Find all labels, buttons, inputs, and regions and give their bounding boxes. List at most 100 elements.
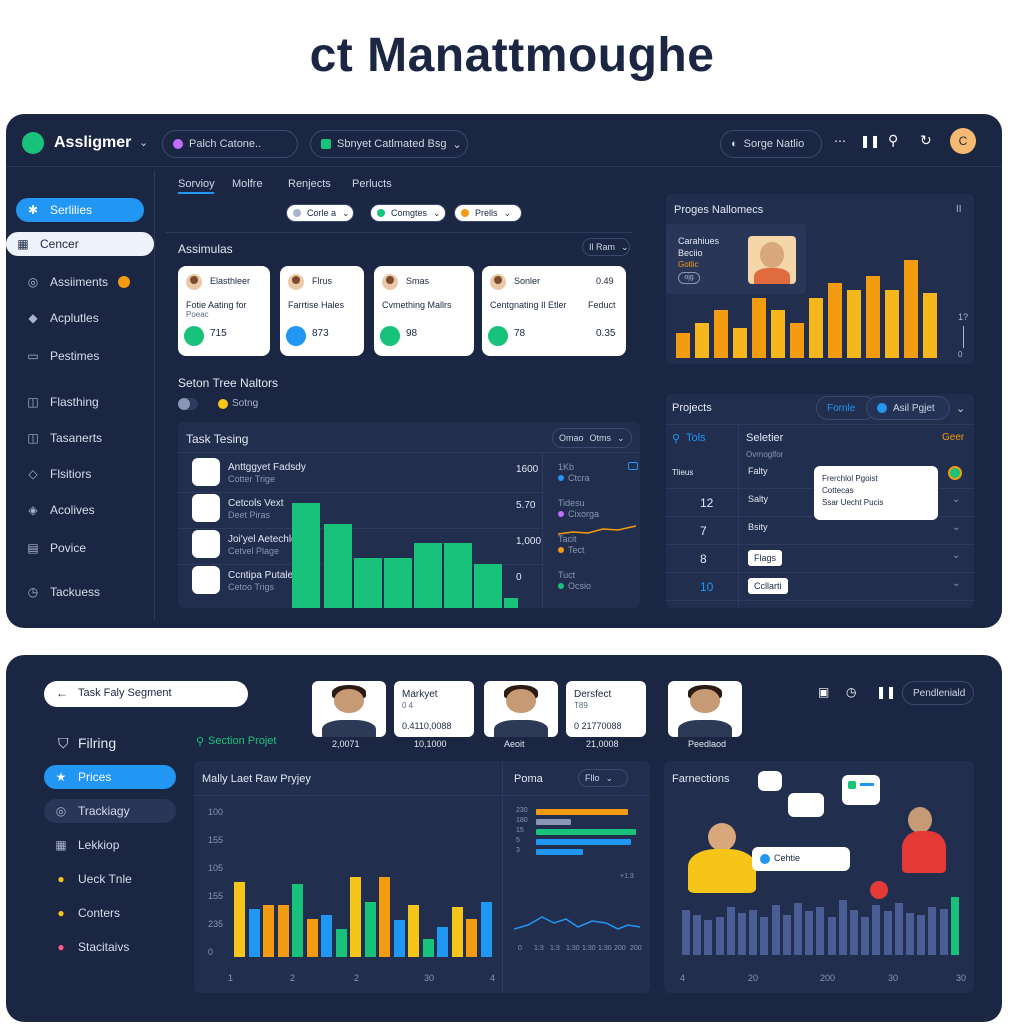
clock-icon[interactable]: ◷ xyxy=(846,685,857,699)
project-count[interactable]: 8 xyxy=(700,552,707,566)
sidebar-item-1[interactable]: ▦ Cencer xyxy=(6,232,154,256)
tab-1[interactable]: Molfre xyxy=(232,178,263,190)
milestone-bar xyxy=(828,283,842,358)
task-name[interactable]: Joi'yel Aetechlo xyxy=(228,534,297,545)
projects-right-header: Ovrnoglfor xyxy=(746,450,784,459)
section-project-label[interactable]: Section Projet xyxy=(208,735,277,747)
save-icon[interactable]: ▣ xyxy=(818,685,830,699)
section-project-pin-icon: ⚲ xyxy=(196,736,205,748)
section-dot-icon xyxy=(218,399,228,409)
person-card[interactable]: Dersfect T89 0 21770088 xyxy=(566,681,646,737)
person-card[interactable] xyxy=(484,681,558,737)
farnections-bar xyxy=(950,897,959,955)
profile-button[interactable]: ojg xyxy=(678,272,700,284)
person-card[interactable]: Markyet 0 4 0.4110,0088 xyxy=(394,681,474,737)
filter-chip-2[interactable]: Prells ⌄ xyxy=(454,204,522,222)
sidebar-item-9[interactable]: ▤ Povice xyxy=(16,536,144,560)
assignment-desc: Farrtise Hales xyxy=(288,300,345,310)
assignment-card[interactable]: Flrus Farrtise Hales 873 xyxy=(280,266,364,356)
chevron-down-icon[interactable]: ⌄ xyxy=(952,578,961,589)
pause-icon[interactable]: ❚❚ xyxy=(876,685,897,699)
brand-chevron-down-icon[interactable]: ⌄ xyxy=(139,137,149,149)
filter-item-0[interactable]: ★ Prices xyxy=(44,765,176,789)
tab-3[interactable]: Perlucts xyxy=(352,178,392,190)
farnections-bar xyxy=(861,917,870,955)
sidebar-item-icon: ◈ xyxy=(28,503,38,517)
tab-2[interactable]: Renjects xyxy=(288,178,331,190)
project-item[interactable]: Salty xyxy=(748,494,769,504)
main-bar xyxy=(437,927,448,957)
profile-card[interactable]: Carahiues Beciio Gotlic ojg xyxy=(666,224,806,294)
filter-item-2[interactable]: ▦ Lekkiop xyxy=(44,833,176,857)
project-count[interactable]: 7 xyxy=(700,524,707,538)
task-sub: Cetvel Plage xyxy=(228,546,280,556)
project-count[interactable]: 12 xyxy=(700,496,714,510)
refresh-icon[interactable]: ↻ xyxy=(920,132,932,148)
minimize-icon[interactable]: ⋯ xyxy=(834,134,846,148)
search-pill[interactable]: Palch Catone.. xyxy=(162,130,298,158)
project-count[interactable]: 10 xyxy=(700,580,714,594)
filter-chip-0[interactable]: Corle a ⌄ xyxy=(286,204,354,222)
project-item[interactable]: Bsity xyxy=(748,522,768,532)
sidebar-item-8[interactable]: ◈ Acolives xyxy=(16,498,144,522)
tab-0[interactable]: Sorvioy xyxy=(178,178,215,190)
project-pill-label: Sbnyet Catlmated Bsg xyxy=(337,138,447,150)
chevron-down-icon[interactable]: ⌄ xyxy=(952,550,961,561)
chevron-down-icon[interactable]: ⌄ xyxy=(952,494,961,505)
farnections-bar xyxy=(726,907,735,955)
assignment-card[interactable]: Elasthleer Fotie Aating for Poeac 715 xyxy=(178,266,270,356)
main-bar xyxy=(335,929,347,957)
task-search-field[interactable]: ← Task Faly Segment xyxy=(44,681,248,707)
project-item[interactable]: Flags xyxy=(748,550,783,566)
sidebar-item-4[interactable]: ▭ Pestimes xyxy=(16,344,144,368)
filter-item-3[interactable]: ● Ueck Tnle xyxy=(44,867,176,891)
sidebar-item-10[interactable]: ◷ Tackuess xyxy=(16,580,144,604)
farnections-bar xyxy=(782,915,791,955)
projects-col-left[interactable]: Tols xyxy=(686,432,706,444)
main-bar-chart xyxy=(234,851,494,957)
page-title: ct Manattmoughe xyxy=(309,29,715,82)
chevron-down-icon[interactable]: ⌄ xyxy=(952,522,961,533)
back-arrow-icon[interactable]: ← xyxy=(56,686,68,700)
filter-item-1[interactable]: ◎ Trackiagy xyxy=(44,799,176,823)
project-item[interactable]: Ccllarti xyxy=(748,578,788,594)
user-pill[interactable]: ◐ Sorge Natlio xyxy=(720,130,822,158)
task-name[interactable]: Anttggyet Fadsdy xyxy=(228,462,306,473)
sidebar-item-0[interactable]: ✱ Serlilies xyxy=(16,198,144,222)
sidebar-item-7[interactable]: ◇ Flsitiors xyxy=(16,462,144,486)
task-value: 5.70 xyxy=(516,500,536,511)
assignment-name: Smas xyxy=(406,276,430,286)
toolbar-button[interactable]: Pendleniald xyxy=(902,681,974,705)
avatar[interactable]: C xyxy=(950,128,976,154)
sidebar-item-6[interactable]: ◫ Tasanerts xyxy=(16,426,144,450)
milestones-menu-icon[interactable]: II xyxy=(956,204,962,215)
person-card[interactable] xyxy=(668,681,742,737)
filter-chip-1[interactable]: Comgtes ⌄ xyxy=(370,204,446,222)
chevron-down-icon[interactable]: ⌄ xyxy=(956,403,966,415)
assignment-card[interactable]: Sonler Centgnating Il Etler 78 0.35 0.49 Fedu… xyxy=(482,266,626,356)
assignment-card[interactable]: Smas Cvmething Mallrs 98 xyxy=(374,266,474,356)
projects-search-icon[interactable]: ⚲ xyxy=(672,433,681,445)
sidebar-item-2[interactable]: ◎ Assiiments xyxy=(16,270,144,294)
poma-filter[interactable]: Fllo ⌄ xyxy=(578,769,628,787)
progress-milestones-panel: Proges Nallomecs II Carahiues Beciio Got… xyxy=(666,194,974,364)
sidebar-item-5[interactable]: ◫ Flasthing xyxy=(16,390,144,414)
task-name[interactable]: Ccntipa Putale xyxy=(228,570,294,581)
person-card[interactable] xyxy=(312,681,386,737)
filter-item-icon: ◎ xyxy=(55,804,67,818)
project-pill[interactable]: Sbnyet Catlmated Bsg ⌄ xyxy=(310,130,468,158)
assignments-menu[interactable]: Il Ram ⌄ xyxy=(582,238,630,256)
window-icon[interactable] xyxy=(628,462,638,470)
pause-icon[interactable]: ❚❚ xyxy=(860,134,881,148)
filter-item-5[interactable]: ● Stacitaivs xyxy=(44,935,176,959)
projects-select[interactable]: Asil Pgjet xyxy=(866,396,950,420)
task-name[interactable]: Cetcols Vext xyxy=(228,498,284,509)
toggle-knob xyxy=(178,398,190,410)
filter-item-4[interactable]: ● Conters xyxy=(44,901,176,925)
location-pin-icon[interactable]: ⚲ xyxy=(888,132,899,148)
task-testing-filter[interactable]: Omao Otms ⌄ xyxy=(552,428,632,448)
project-count[interactable]: Tlieus xyxy=(672,468,694,477)
project-item[interactable]: Falty xyxy=(748,466,768,476)
sidebar-item-3[interactable]: ◆ Acplutles xyxy=(16,306,144,330)
brand-name[interactable]: Assligmer xyxy=(54,134,132,151)
